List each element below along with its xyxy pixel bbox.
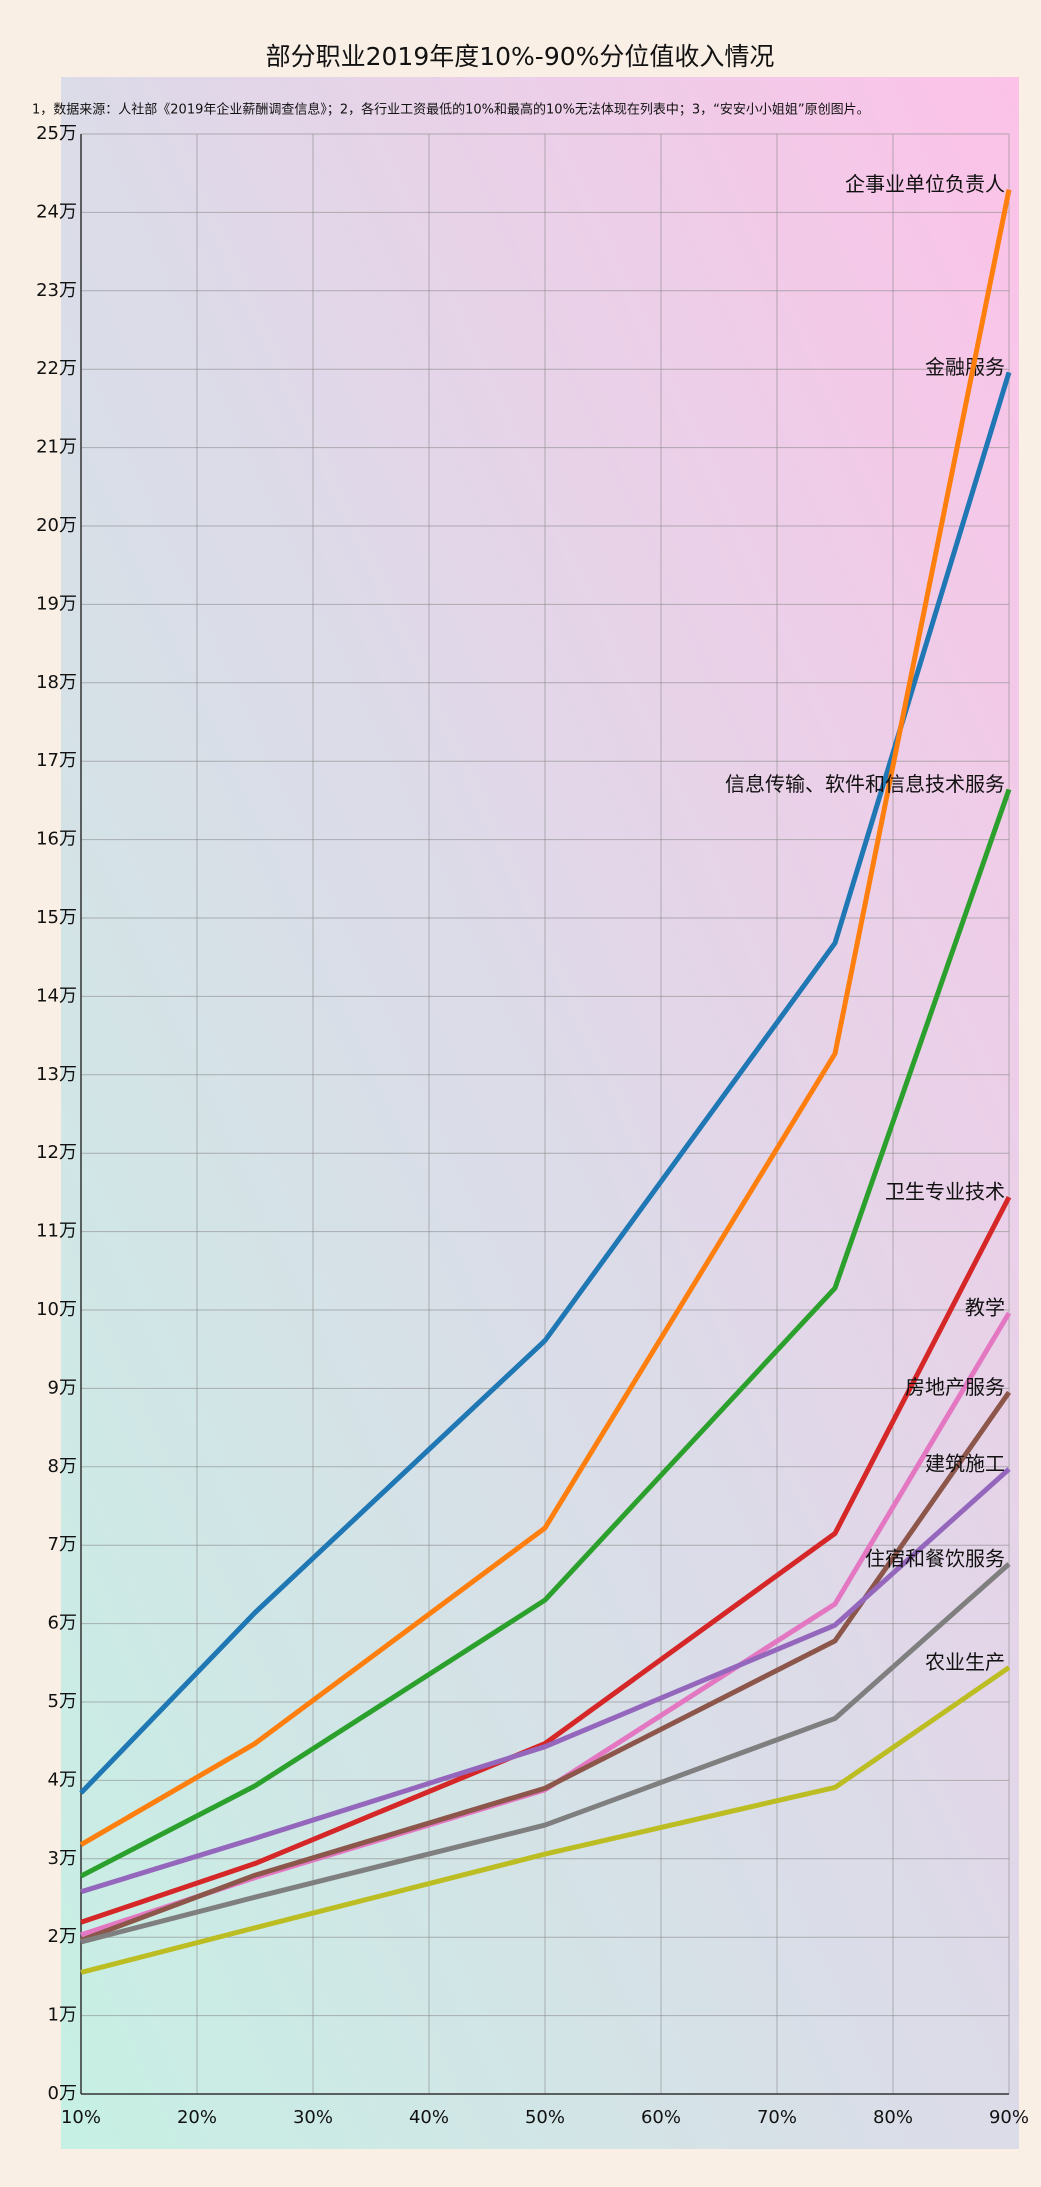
y-tick-label: 25万 <box>36 123 77 144</box>
x-tick-label: 30% <box>293 2107 333 2128</box>
plot-background <box>61 77 1019 2149</box>
y-tick-label: 3万 <box>48 1848 77 1869</box>
series-label: 住宿和餐饮服务 <box>865 1547 1005 1571</box>
x-tick-label: 50% <box>525 2107 565 2128</box>
y-tick-label: 2万 <box>48 1926 77 1947</box>
y-tick-label: 18万 <box>36 672 77 693</box>
chart-title: 部分职业2019年度10%-90%分位值收入情况 <box>266 42 775 71</box>
y-tick-label: 16万 <box>36 829 77 850</box>
y-tick-label: 14万 <box>36 985 77 1006</box>
series-line <box>79 788 1012 1879</box>
series-line <box>79 189 1012 1847</box>
x-tick-label: 60% <box>641 2107 681 2128</box>
series-label: 企事业单位负责人 <box>845 172 1005 196</box>
y-tick-label: 7万 <box>48 1534 77 1555</box>
y-tick-label: 13万 <box>36 1064 77 1085</box>
y-tick-label: 23万 <box>36 280 77 301</box>
series-label: 卫生专业技术 <box>885 1180 1005 1204</box>
x-tick-label: 20% <box>177 2107 217 2128</box>
series-label: 教学 <box>965 1296 1005 1320</box>
y-tick-label: 1万 <box>48 2005 77 2026</box>
x-tick-label: 10% <box>61 2107 101 2128</box>
y-tick-label: 15万 <box>36 907 77 928</box>
y-tick-label: 19万 <box>36 593 77 614</box>
y-tick-label: 11万 <box>36 1221 77 1242</box>
y-tick-label: 6万 <box>48 1613 77 1634</box>
series-label: 金融服务 <box>925 355 1005 379</box>
series-line <box>79 371 1012 1795</box>
y-tick-label: 22万 <box>36 358 77 379</box>
y-tick-label: 24万 <box>36 201 77 222</box>
y-tick-label: 8万 <box>48 1456 77 1477</box>
y-tick-label: 9万 <box>48 1377 77 1398</box>
x-tick-label: 80% <box>873 2107 913 2128</box>
series-line <box>80 1562 1011 1945</box>
x-tick-label: 40% <box>409 2107 449 2128</box>
series-line <box>80 1195 1012 1925</box>
series-label: 房地产服务 <box>905 1375 1005 1399</box>
series-line <box>80 1665 1011 1975</box>
series-label: 信息传输、软件和信息技术服务 <box>725 772 1005 796</box>
y-tick-label: 21万 <box>36 437 77 458</box>
series-line <box>80 1390 1012 1943</box>
x-tick-label: 90% <box>989 2107 1029 2128</box>
x-tick-label: 70% <box>757 2107 797 2128</box>
y-tick-label: 12万 <box>36 1142 77 1163</box>
y-tick-label: 17万 <box>36 750 77 771</box>
chart-subtitle: 1，数据来源：人社部《2019年企业薪酬调查信息》；2，各行业工资最低的10%和… <box>32 102 870 118</box>
y-tick-label: 4万 <box>48 1769 77 1790</box>
series-label: 农业生产 <box>925 1650 1005 1674</box>
series-line <box>80 1467 1011 1895</box>
y-tick-label: 5万 <box>48 1691 77 1712</box>
series-label: 建筑施工 <box>925 1452 1005 1476</box>
y-tick-label: 0万 <box>48 2083 77 2104</box>
y-tick-label: 10万 <box>36 1299 77 1320</box>
y-tick-label: 20万 <box>36 515 77 536</box>
